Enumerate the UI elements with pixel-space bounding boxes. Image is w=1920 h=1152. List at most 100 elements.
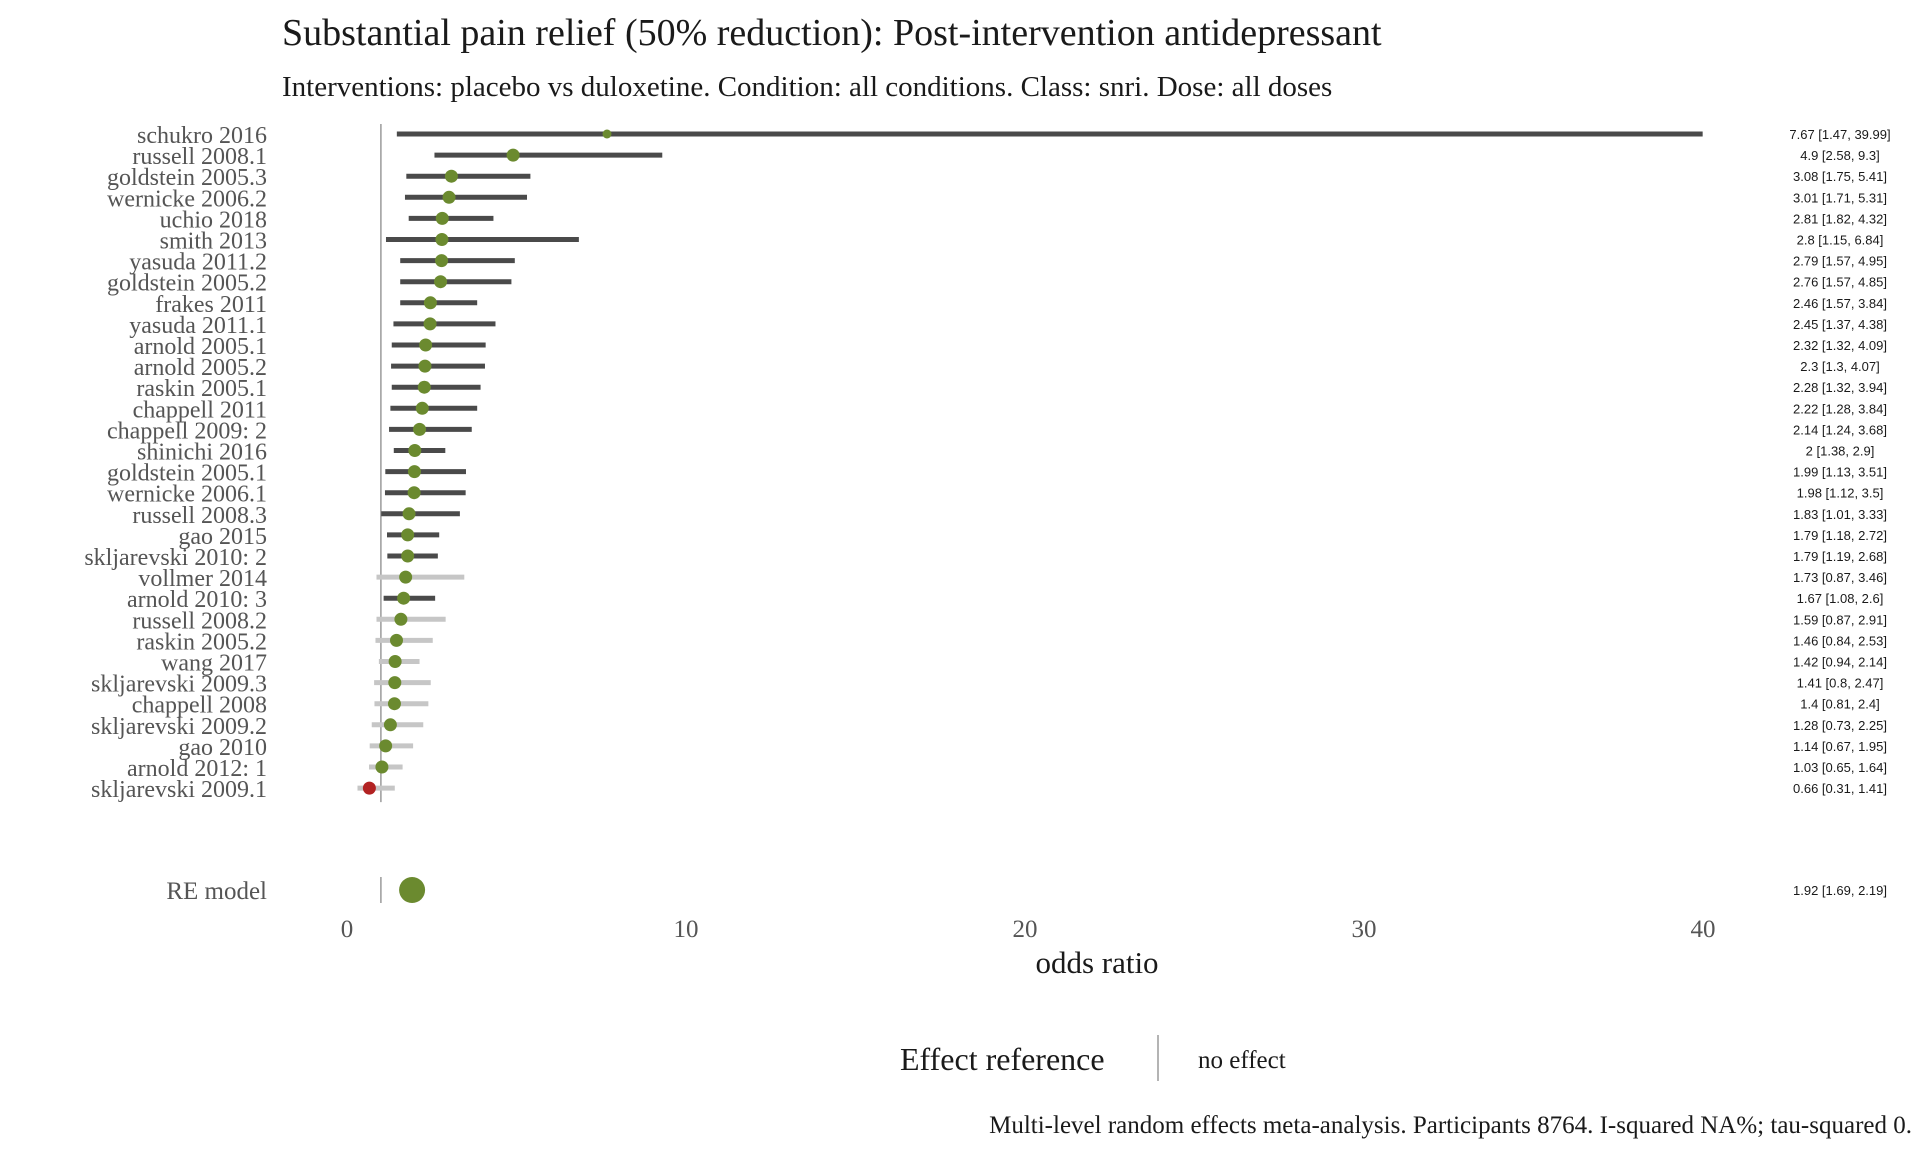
summary-value-label: 1.92 [1.69, 2.19] xyxy=(1793,883,1887,898)
point-estimate xyxy=(388,655,402,668)
point-estimate xyxy=(506,148,520,162)
study-label: arnold 2012: 1 xyxy=(127,756,267,782)
study-label: skljarevski 2010: 2 xyxy=(84,545,267,571)
value-label: 1.4 [0.81, 2.4] xyxy=(1800,697,1880,712)
point-estimate xyxy=(415,401,429,415)
x-tick-label: 30 xyxy=(1352,916,1377,943)
value-label: 1.41 [0.8, 2.47] xyxy=(1797,676,1884,691)
point-estimate xyxy=(417,380,431,394)
legend-title: Effect reference xyxy=(900,1041,1105,1077)
value-label: 2.28 [1.32, 3.94] xyxy=(1793,380,1887,395)
x-tick-label: 0 xyxy=(341,916,354,943)
point-estimate xyxy=(407,486,421,500)
value-label: 2.3 [1.3, 4.07] xyxy=(1800,359,1880,374)
x-tick-label: 10 xyxy=(674,916,699,943)
study-label: wang 2017 xyxy=(161,651,267,677)
point-estimate xyxy=(435,233,449,246)
value-label: 2.81 [1.82, 4.32] xyxy=(1793,211,1887,226)
value-label: 1.98 [1.12, 3.5] xyxy=(1797,486,1884,501)
study-label: frakes 2011 xyxy=(155,292,267,318)
point-estimate xyxy=(387,697,401,711)
study-label: smith 2013 xyxy=(160,229,267,255)
summary-label: RE model xyxy=(166,878,267,905)
x-tick-label: 20 xyxy=(1013,916,1038,943)
value-label: 1.67 [1.08, 2.6] xyxy=(1797,591,1884,606)
value-label: 1.14 [0.67, 1.95] xyxy=(1793,739,1887,754)
point-estimate xyxy=(423,317,437,331)
value-label: 1.73 [0.87, 3.46] xyxy=(1793,570,1887,585)
study-label: gao 2015 xyxy=(178,524,267,550)
study-label: chappell 2011 xyxy=(133,397,267,423)
point-estimate xyxy=(435,254,449,268)
study-label: yasuda 2011.2 xyxy=(129,250,267,276)
value-label: 3.01 [1.71, 5.31] xyxy=(1793,190,1887,205)
x-tick-label: 40 xyxy=(1691,916,1716,943)
value-label: 7.67 [1.47, 39.99] xyxy=(1789,127,1890,142)
value-label: 4.9 [2.58, 9.3] xyxy=(1800,148,1880,163)
chart-subtitle: Interventions: placebo vs duloxetine. Co… xyxy=(282,71,1332,103)
study-label: schukro 2016 xyxy=(137,123,267,149)
point-estimate xyxy=(401,528,415,542)
point-estimate xyxy=(383,718,397,732)
value-label: 1.83 [1.01, 3.33] xyxy=(1793,507,1887,522)
point-estimate xyxy=(434,275,448,289)
study-label: russell 2008.3 xyxy=(132,503,267,529)
value-label: 2.79 [1.57, 4.95] xyxy=(1793,254,1887,269)
value-label: 2.76 [1.57, 4.85] xyxy=(1793,275,1887,290)
point-estimate xyxy=(394,612,408,626)
value-label: 2.32 [1.32, 4.09] xyxy=(1793,338,1887,353)
study-label: arnold 2005.1 xyxy=(134,334,267,360)
study-label: goldstein 2005.2 xyxy=(107,271,267,297)
point-estimate xyxy=(444,169,458,183)
study-label: russell 2008.2 xyxy=(132,608,267,634)
study-label: raskin 2005.1 xyxy=(136,376,267,402)
value-label: 1.99 [1.13, 3.51] xyxy=(1793,465,1887,480)
study-label: wernicke 2006.2 xyxy=(107,186,267,212)
value-label: 2.45 [1.37, 4.38] xyxy=(1793,317,1887,332)
study-label: raskin 2005.2 xyxy=(136,629,267,655)
value-label: 3.08 [1.75, 5.41] xyxy=(1793,169,1887,184)
point-estimate xyxy=(435,211,449,225)
point-estimate xyxy=(375,760,389,774)
legend-item-no-effect: no effect xyxy=(1198,1047,1286,1074)
value-label: 1.59 [0.87, 2.91] xyxy=(1793,612,1887,627)
point-estimate xyxy=(423,296,437,310)
value-label: 1.28 [0.73, 2.25] xyxy=(1793,718,1887,733)
footnote: Multi-level random effects meta-analysis… xyxy=(989,1112,1912,1139)
value-label: 2.8 [1.15, 6.84] xyxy=(1797,233,1884,248)
study-label: skljarevski 2009.3 xyxy=(91,672,267,698)
value-label: 1.79 [1.19, 2.68] xyxy=(1793,549,1887,564)
study-label: arnold 2005.2 xyxy=(134,355,267,381)
study-label: skljarevski 2009.1 xyxy=(91,777,267,803)
study-label: wernicke 2006.1 xyxy=(107,482,267,508)
point-estimate xyxy=(402,507,416,521)
point-estimate xyxy=(362,781,376,795)
point-estimate xyxy=(413,422,427,436)
study-label: arnold 2010: 3 xyxy=(127,587,267,613)
value-label: 0.66 [0.31, 1.41] xyxy=(1793,781,1887,796)
point-estimate xyxy=(399,570,413,584)
point-estimate xyxy=(419,338,433,352)
study-label: chappell 2008 xyxy=(132,693,267,719)
summary-point-estimate xyxy=(399,877,426,903)
point-estimate xyxy=(397,591,411,605)
study-label: russell 2008.1 xyxy=(132,144,267,170)
study-label: vollmer 2014 xyxy=(138,566,267,592)
value-label: 2.14 [1.24, 3.68] xyxy=(1793,422,1887,437)
point-estimate xyxy=(407,465,421,479)
x-axis-ticks: 0 10 20 30 40 xyxy=(341,916,1716,943)
value-label: 2 [1.38, 2.9] xyxy=(1806,444,1875,459)
study-label: uchio 2018 xyxy=(160,207,267,233)
point-estimate xyxy=(602,129,612,139)
value-label: 2.22 [1.28, 3.84] xyxy=(1793,401,1887,416)
study-label: yasuda 2011.1 xyxy=(129,313,267,339)
value-label: 1.46 [0.84, 2.53] xyxy=(1793,633,1887,648)
point-estimate xyxy=(379,739,393,753)
point-estimates xyxy=(362,129,612,903)
value-labels: 7.67 [1.47, 39.99] 4.9 [2.58, 9.3] 3.08 [1… xyxy=(1789,127,1890,898)
point-estimate xyxy=(408,444,422,457)
point-estimate xyxy=(401,549,415,563)
confidence-intervals xyxy=(357,131,1703,893)
